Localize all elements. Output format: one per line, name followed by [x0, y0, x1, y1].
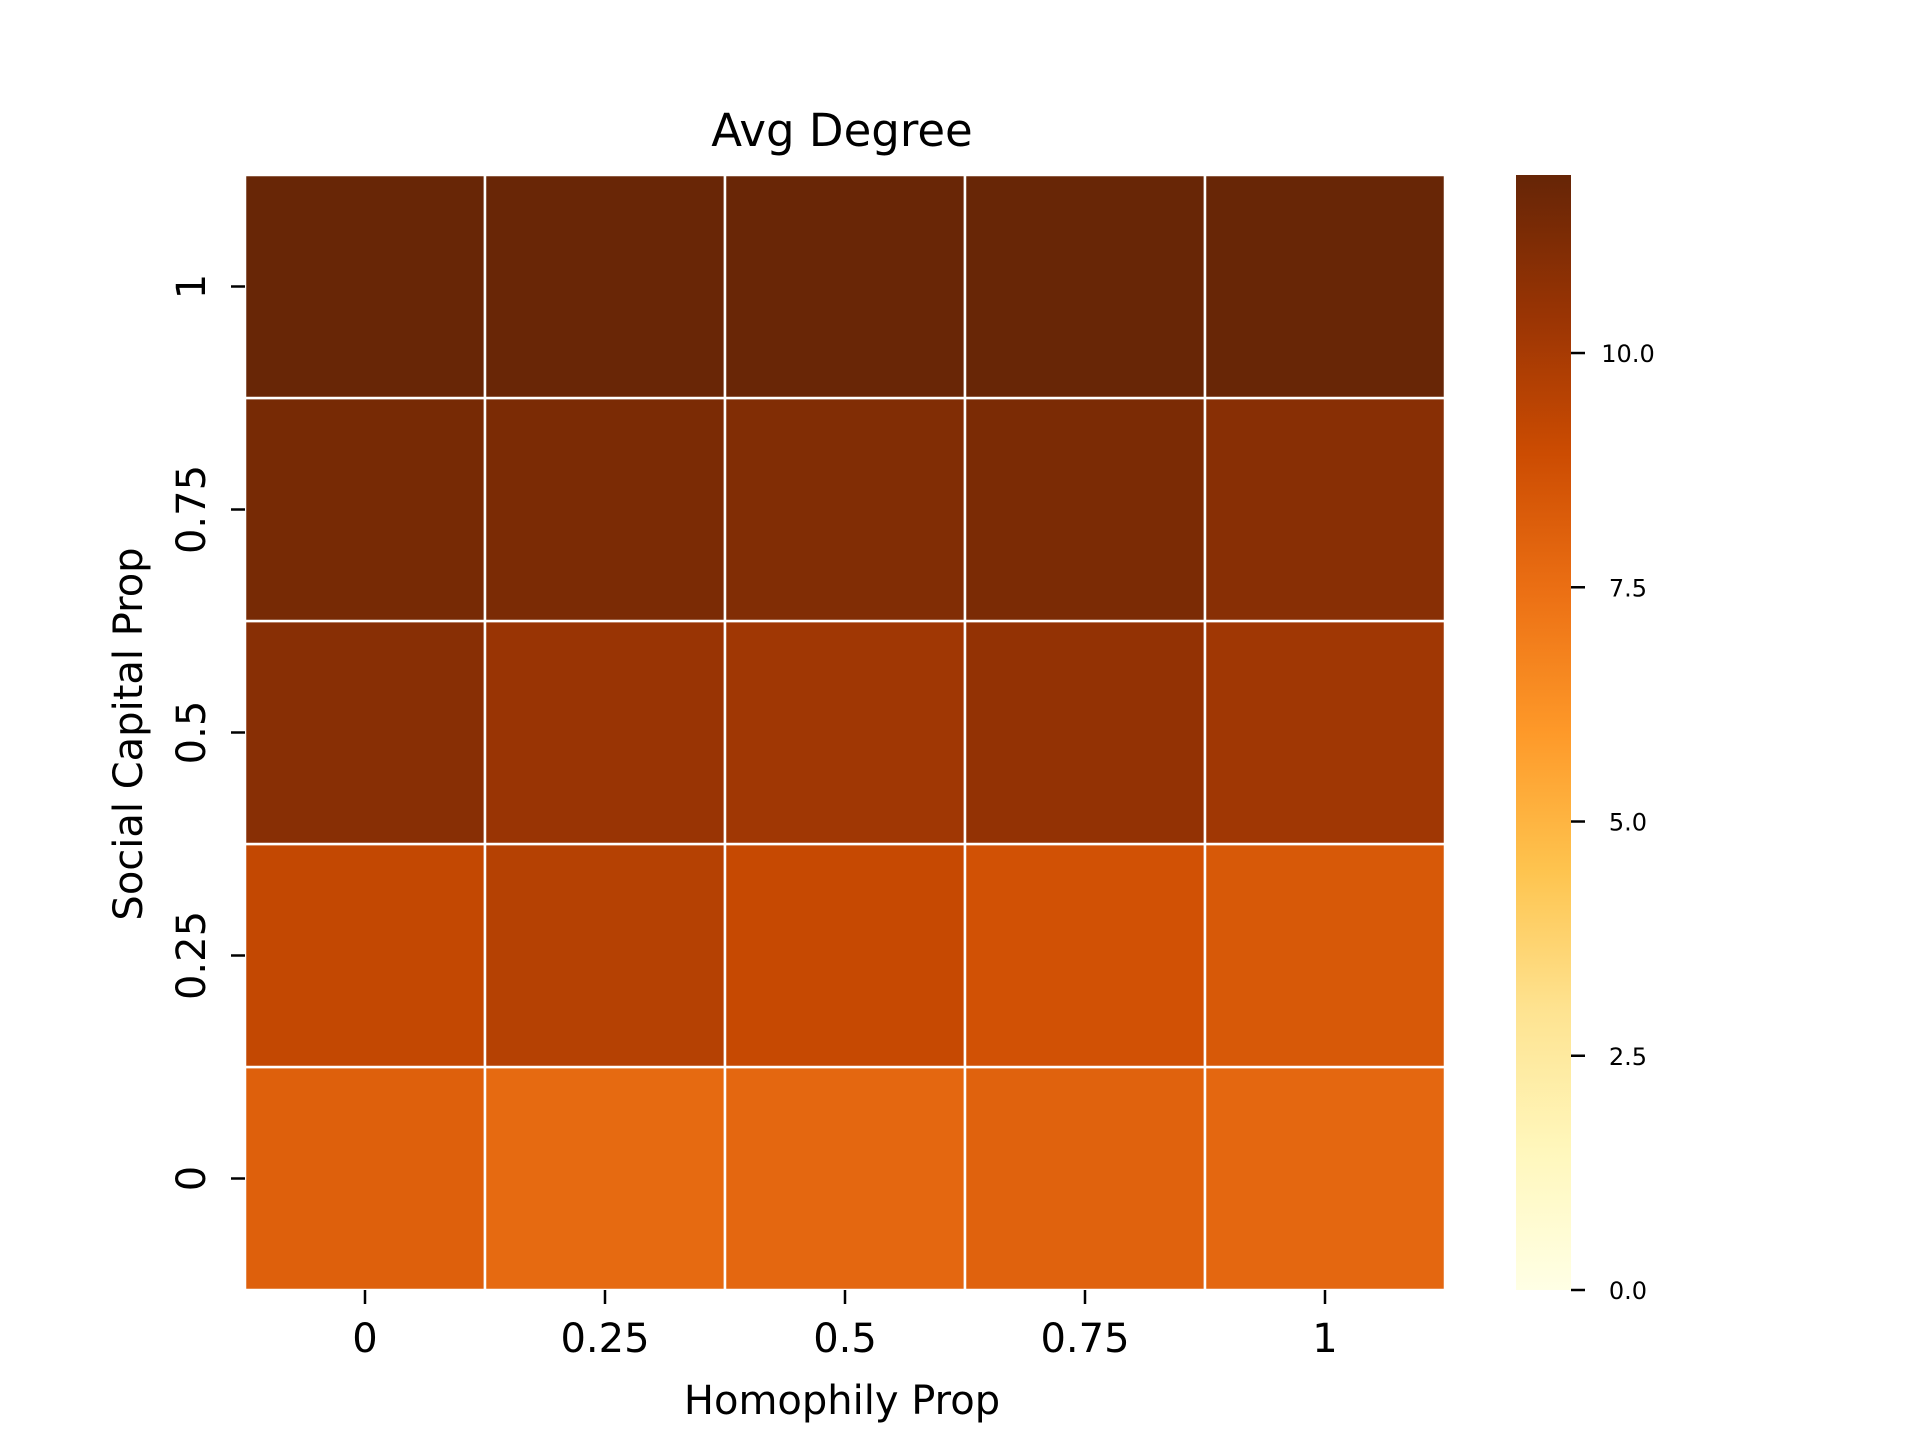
heatmap-cell	[243, 842, 487, 1069]
heatmap-cell	[723, 396, 967, 623]
y-axis: 0 0.25 0.5 0.75 1	[169, 274, 245, 1191]
heatmap-cell	[483, 619, 727, 846]
y-axis-label: Social Capital Prop	[106, 547, 152, 920]
x-axis: 0 0.25 0.5 0.75 1	[352, 1290, 1338, 1362]
y-tick-label: 0.75	[169, 465, 215, 554]
heatmap-cell	[963, 842, 1207, 1069]
heatmap-cell	[723, 619, 967, 846]
colorbar-tick-label: 5.0	[1609, 809, 1647, 837]
y-tick-label: 0.25	[169, 911, 215, 1000]
x-tick-label: 0.25	[560, 1316, 649, 1362]
heatmap-cell	[1203, 396, 1447, 623]
heatmap-cell	[483, 1065, 727, 1292]
heatmap-cells	[243, 173, 1447, 1292]
heatmap-cell	[723, 1065, 967, 1292]
heatmap-cell	[963, 396, 1207, 623]
colorbar-tick-label: 7.5	[1609, 574, 1647, 602]
y-tick-label: 0	[169, 1166, 215, 1191]
x-tick-label: 0.75	[1040, 1316, 1129, 1362]
heatmap-cell	[243, 396, 487, 623]
colorbar-tick-label: 10.0	[1601, 340, 1654, 368]
colorbar-tick-label: 0.0	[1609, 1277, 1647, 1305]
heatmap-cell	[963, 173, 1207, 400]
x-tick-label: 0.5	[813, 1316, 877, 1362]
heatmap-cell	[483, 396, 727, 623]
heatmap-cell	[243, 1065, 487, 1292]
heatmap-cell	[723, 173, 967, 400]
heatmap-cell	[963, 1065, 1207, 1292]
y-tick-label: 0.5	[169, 701, 215, 765]
heatmap-cell	[1203, 842, 1447, 1069]
x-tick-label: 1	[1312, 1316, 1337, 1362]
colorbar-ticks: 0.0 2.5 5.0 7.5 10.0	[1571, 340, 1655, 1305]
heatmap-cell	[723, 842, 967, 1069]
heatmap-cell	[243, 619, 487, 846]
heatmap-cell	[1203, 1065, 1447, 1292]
heatmap-cell	[483, 173, 727, 400]
colorbar-tick-label: 2.5	[1609, 1043, 1647, 1071]
heatmap-cell	[963, 619, 1207, 846]
x-tick-label: 0	[352, 1316, 377, 1362]
x-axis-label: Homophily Prop	[684, 1378, 1000, 1424]
y-tick-label: 1	[169, 274, 215, 299]
heatmap-cell	[1203, 173, 1447, 400]
heatmap-cell	[243, 173, 487, 400]
colorbar	[1516, 175, 1571, 1290]
heatmap-cell	[483, 842, 727, 1069]
heatmap-cell	[1203, 619, 1447, 846]
chart-title: Avg Degree	[711, 104, 972, 157]
